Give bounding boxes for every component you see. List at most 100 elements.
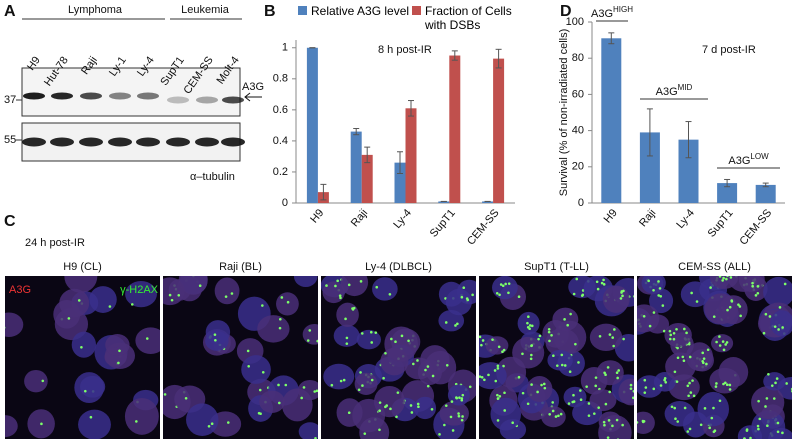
focus bbox=[443, 423, 446, 427]
focus bbox=[416, 359, 419, 362]
image-label: H9 (CL) bbox=[63, 261, 102, 273]
focus bbox=[499, 283, 503, 286]
group-label: A3GHIGH bbox=[591, 5, 633, 20]
focus bbox=[530, 383, 533, 386]
focus bbox=[286, 300, 290, 304]
focus bbox=[701, 351, 705, 355]
x-tick-label: SupT1 bbox=[706, 207, 736, 240]
cell bbox=[373, 385, 405, 418]
focus bbox=[496, 419, 500, 422]
focus bbox=[460, 295, 464, 299]
image-label: Ly-4 (DLBCL) bbox=[365, 261, 432, 273]
cell bbox=[214, 277, 240, 305]
focus bbox=[686, 430, 690, 433]
focus bbox=[460, 398, 464, 402]
focus bbox=[672, 337, 676, 341]
focus bbox=[503, 391, 506, 395]
focus bbox=[766, 424, 769, 428]
focus bbox=[462, 286, 466, 289]
focus bbox=[686, 384, 690, 388]
focus bbox=[360, 332, 364, 335]
focus bbox=[352, 306, 356, 310]
focus bbox=[777, 328, 780, 331]
focus bbox=[40, 422, 43, 426]
cell bbox=[340, 276, 369, 297]
focus bbox=[726, 308, 729, 312]
focus bbox=[725, 341, 729, 344]
focus bbox=[594, 384, 598, 388]
focus bbox=[311, 270, 314, 273]
bar bbox=[306, 47, 318, 204]
focus bbox=[629, 387, 633, 390]
focus bbox=[621, 423, 624, 427]
focus bbox=[668, 337, 672, 341]
bar bbox=[438, 201, 450, 203]
band bbox=[51, 92, 73, 100]
focus bbox=[261, 304, 264, 307]
legend-label: Fraction of Cells with DSBs bbox=[425, 4, 512, 32]
focus bbox=[530, 324, 534, 328]
focus bbox=[501, 350, 504, 354]
focus bbox=[480, 343, 483, 347]
focus bbox=[659, 295, 663, 298]
focus bbox=[410, 411, 414, 414]
cell bbox=[526, 376, 553, 403]
focus bbox=[749, 436, 752, 439]
band bbox=[222, 96, 244, 104]
focus bbox=[629, 383, 633, 387]
cell bbox=[323, 363, 355, 390]
legend-entry: Relative A3G level bbox=[298, 4, 409, 18]
focus bbox=[642, 314, 646, 318]
focus bbox=[606, 366, 610, 369]
bar bbox=[361, 154, 373, 203]
focus bbox=[615, 371, 619, 374]
focus bbox=[261, 370, 265, 374]
focus bbox=[224, 295, 228, 298]
focus bbox=[705, 362, 708, 366]
focus bbox=[773, 325, 777, 328]
focus bbox=[445, 364, 449, 367]
focus bbox=[494, 379, 498, 383]
focus bbox=[517, 295, 521, 299]
focus bbox=[503, 409, 507, 412]
focus bbox=[691, 379, 694, 382]
error-bar bbox=[646, 108, 653, 157]
y-tick-label: 40 bbox=[572, 125, 584, 137]
cell bbox=[547, 349, 573, 371]
focus bbox=[163, 393, 167, 396]
x-tick-label: SupT1 bbox=[428, 207, 458, 240]
focus bbox=[528, 324, 532, 327]
focus bbox=[703, 407, 707, 410]
cell bbox=[302, 323, 318, 345]
cell bbox=[354, 372, 378, 396]
focus bbox=[709, 286, 712, 289]
focus bbox=[344, 317, 347, 321]
focus bbox=[455, 396, 458, 399]
band bbox=[23, 92, 45, 100]
y-tick-label: 1 bbox=[282, 42, 288, 54]
cell bbox=[333, 324, 360, 347]
focus bbox=[676, 420, 680, 423]
cell bbox=[680, 281, 710, 308]
focus bbox=[611, 336, 614, 339]
focus bbox=[431, 374, 435, 378]
focus bbox=[83, 389, 87, 393]
focus bbox=[496, 367, 500, 370]
focus bbox=[424, 368, 427, 372]
focus bbox=[672, 331, 676, 335]
cell bbox=[359, 417, 390, 439]
focus bbox=[643, 391, 647, 394]
cell bbox=[649, 288, 674, 314]
error-bar bbox=[320, 183, 327, 201]
focus bbox=[593, 412, 596, 415]
focus bbox=[683, 406, 687, 410]
focus bbox=[754, 294, 758, 297]
focus bbox=[715, 340, 718, 344]
cell bbox=[417, 359, 442, 386]
focus bbox=[135, 420, 138, 423]
focus bbox=[574, 342, 577, 346]
focus bbox=[598, 334, 602, 338]
cell bbox=[770, 310, 792, 337]
focus bbox=[548, 339, 551, 343]
focus bbox=[718, 399, 722, 403]
